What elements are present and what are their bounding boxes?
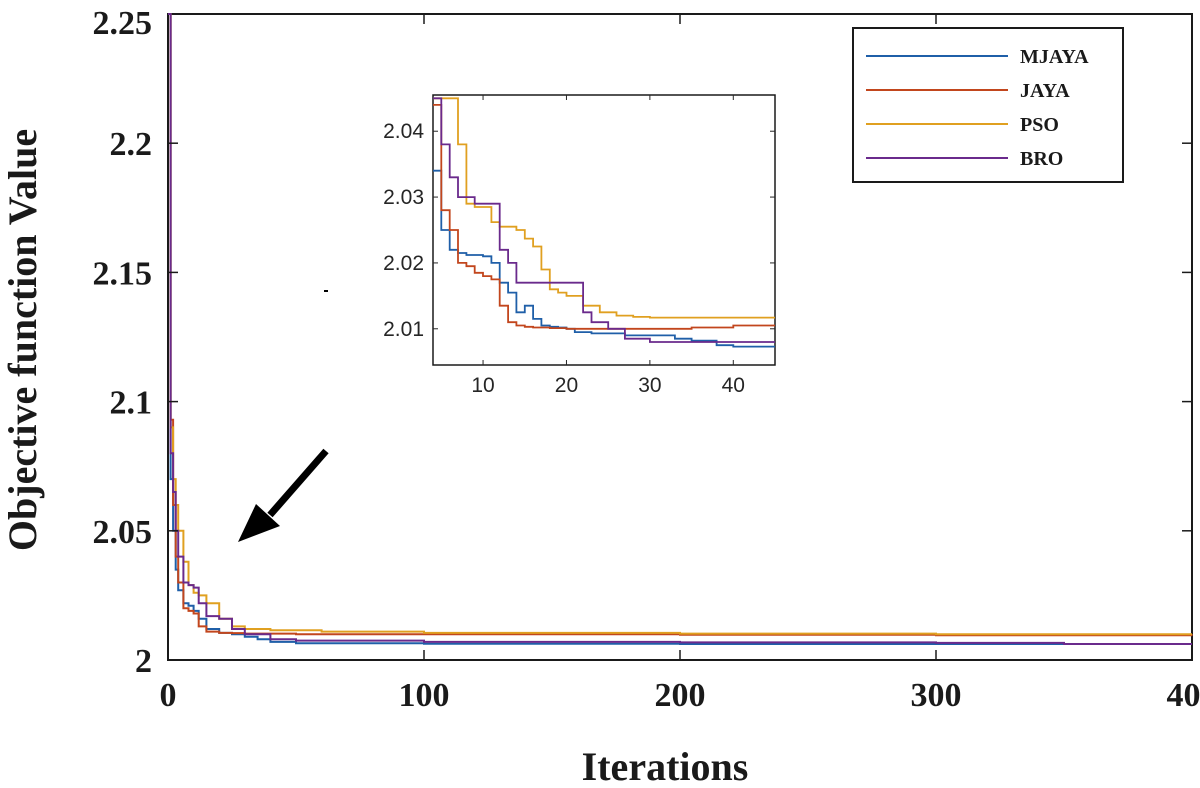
legend-label-jaya: JAYA xyxy=(1020,80,1070,102)
inset-y-tick-label: 2.04 xyxy=(383,120,424,143)
inset-x-tick-label: 20 xyxy=(555,374,578,397)
legend-label-pso: PSO xyxy=(1020,114,1059,136)
y-tick-label: 2.1 xyxy=(110,385,153,422)
x-tick-label: 100 xyxy=(399,677,450,714)
x-tick-label: 300 xyxy=(911,677,962,714)
inset-x-tick-label: 10 xyxy=(471,374,494,397)
x-tick-label: 200 xyxy=(655,677,706,714)
inset-y-tick-label: 2.01 xyxy=(383,318,424,341)
inset-plot-frame xyxy=(433,95,775,365)
inset-x-tick-label: 40 xyxy=(722,374,745,397)
x-axis-title: Iterations xyxy=(582,744,749,783)
inset-y-tick-label: 2.03 xyxy=(383,186,424,209)
y-tick-label: 2.25 xyxy=(93,5,153,42)
y-axis-title: Objective function Value xyxy=(0,129,45,551)
y-tick-label: 2.05 xyxy=(93,514,153,551)
legend: MJAYA JAYA PSO BRO xyxy=(853,28,1123,182)
legend-label-bro: BRO xyxy=(1020,148,1063,170)
y-tick-label: 2.15 xyxy=(93,255,153,292)
inset-y-tick-label: 2.02 xyxy=(383,252,424,275)
x-tick-label: 0 xyxy=(160,677,177,714)
y-tick-label: 2.2 xyxy=(110,126,153,163)
legend-label-mjaya: MJAYA xyxy=(1020,46,1089,68)
inset-x-tick-label: 30 xyxy=(638,374,661,397)
y-tick-label: 2 xyxy=(135,643,152,680)
x-tick-label: 400 xyxy=(1167,677,1200,714)
stray-mark xyxy=(324,290,328,292)
